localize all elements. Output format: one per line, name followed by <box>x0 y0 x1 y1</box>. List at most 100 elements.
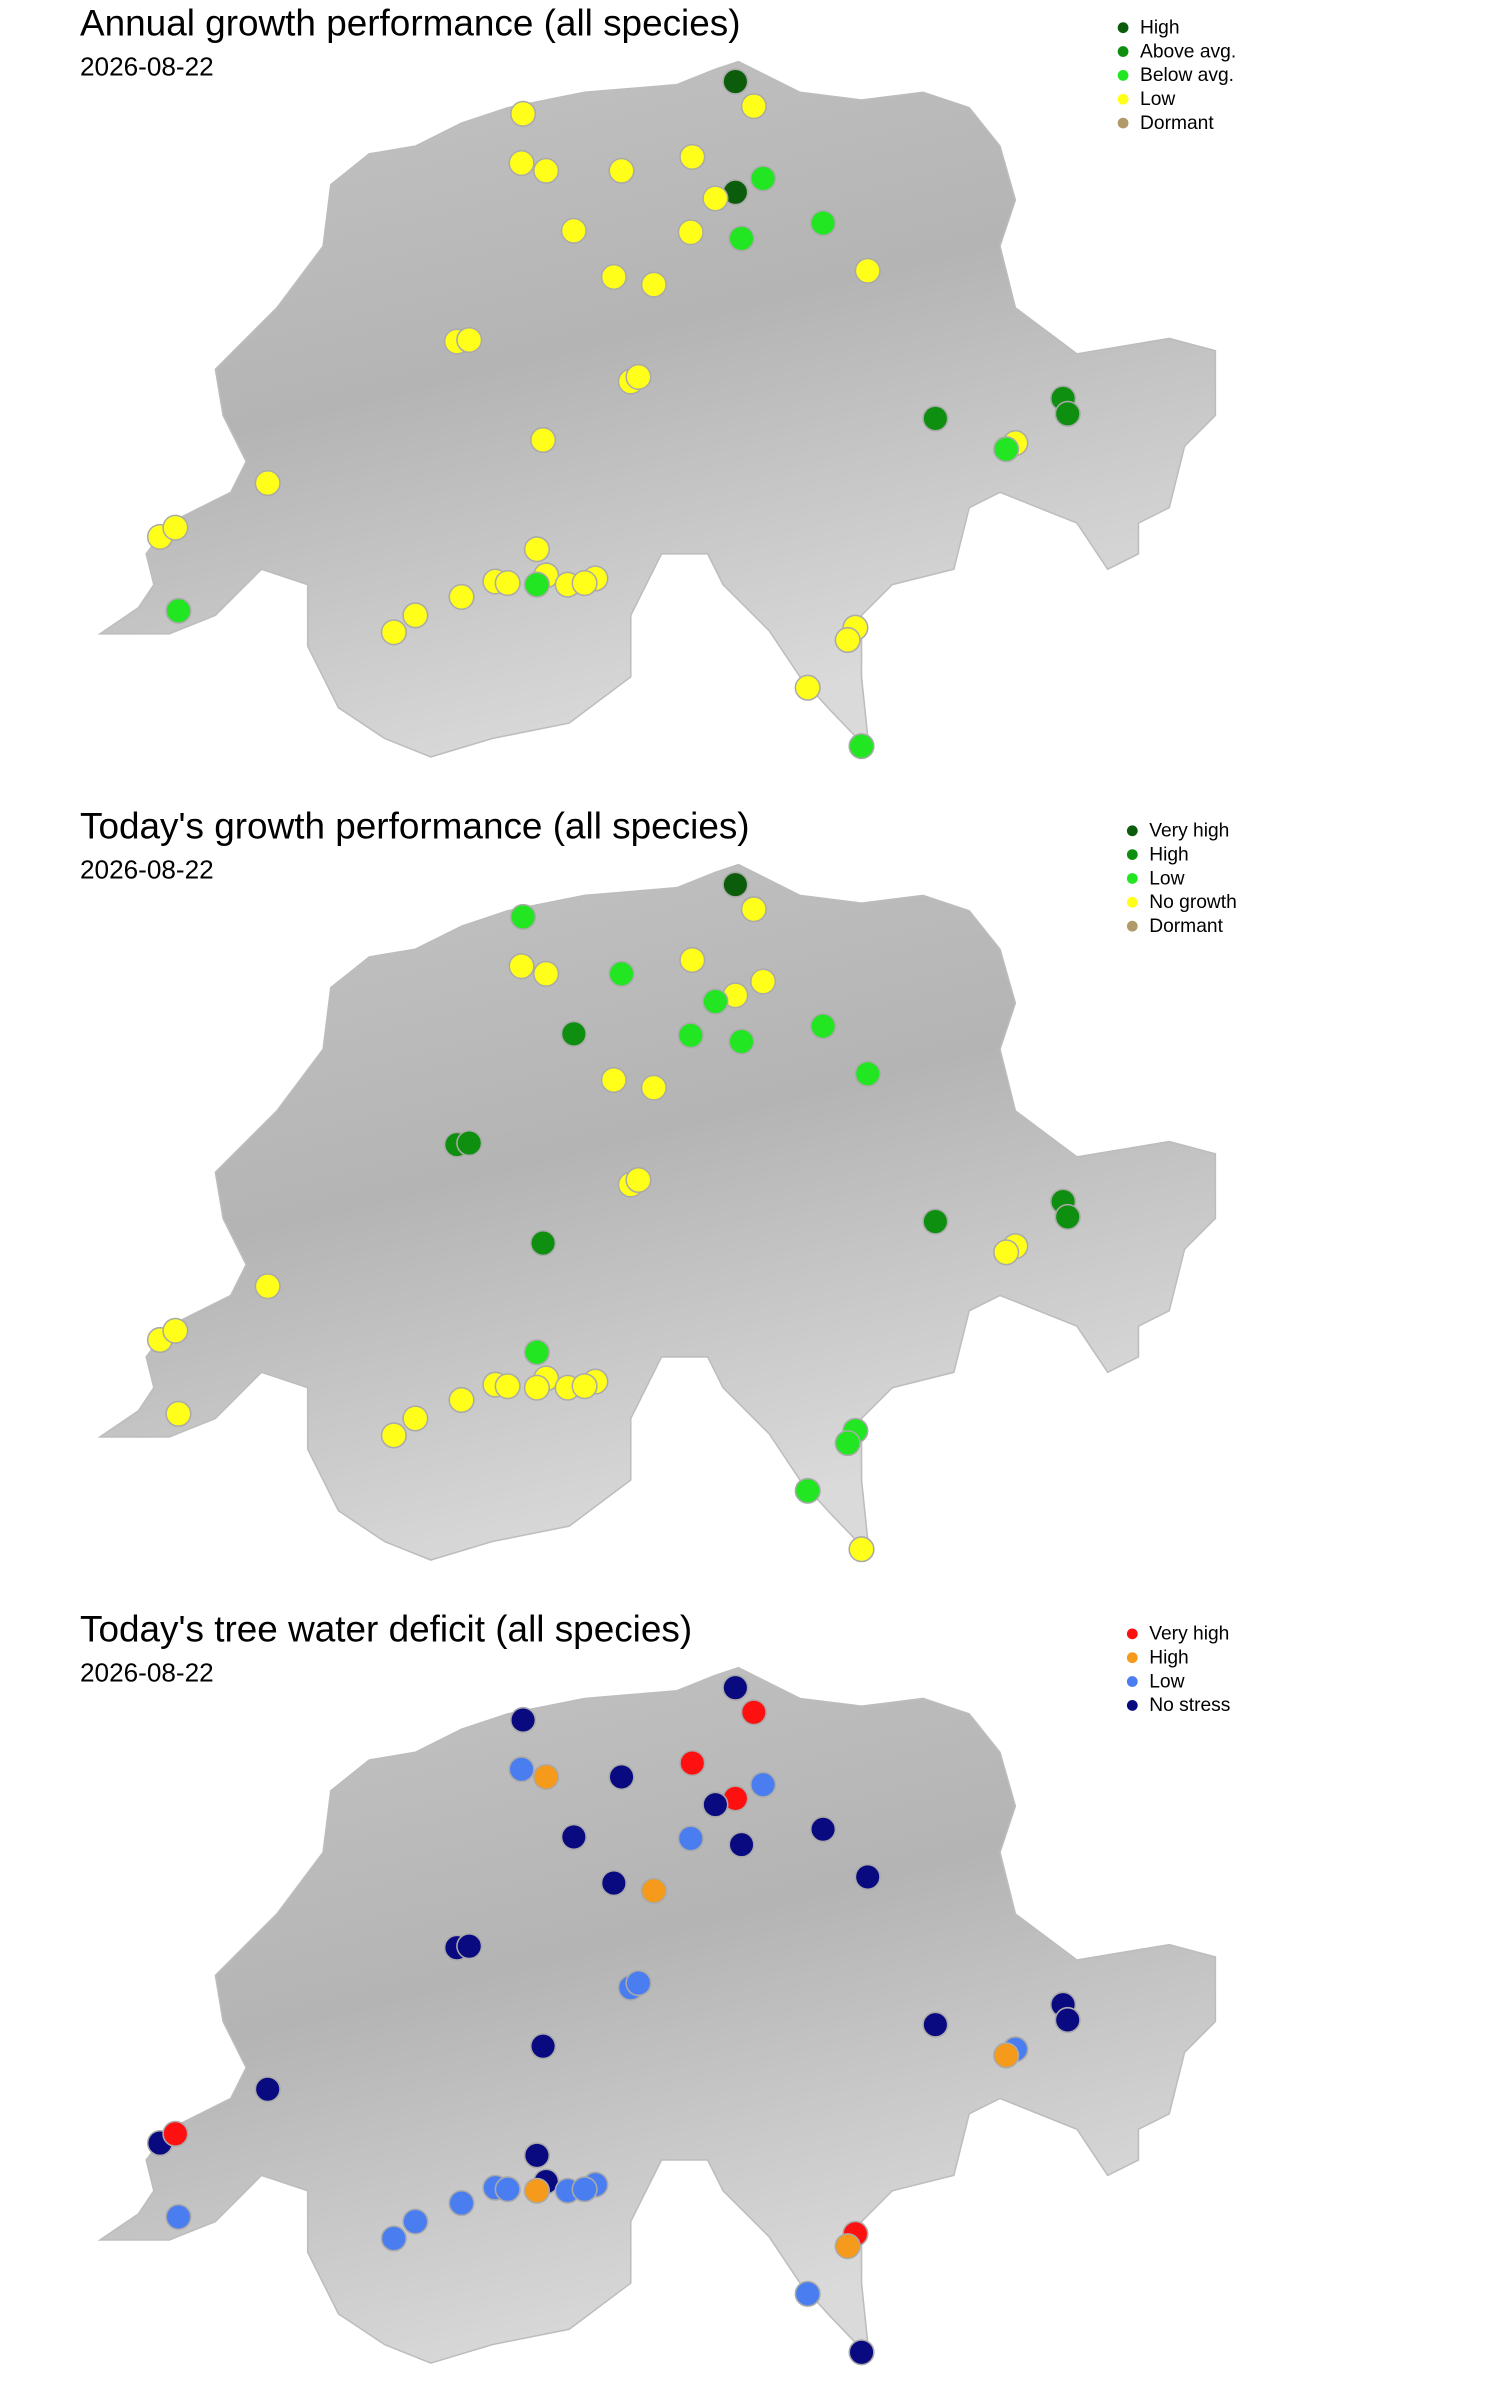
station-point <box>750 165 777 192</box>
legend-label: Dormant <box>1140 113 1214 134</box>
station-point <box>165 1400 192 1427</box>
station-point <box>510 100 537 127</box>
station-point <box>993 1239 1020 1266</box>
legend-label: Dormant <box>1149 916 1223 937</box>
station-point <box>679 946 706 974</box>
country-shape <box>99 1666 1217 2364</box>
station-point <box>702 185 729 212</box>
station-point <box>702 988 729 1015</box>
station-point <box>848 2339 875 2366</box>
station-point <box>740 896 767 923</box>
legend-label: Very high <box>1149 1624 1229 1645</box>
station-point <box>494 2176 521 2203</box>
station-point <box>810 1013 837 1040</box>
station-point <box>523 2142 550 2169</box>
station-point <box>560 1020 587 1047</box>
station-point <box>571 1373 598 1400</box>
country-shape <box>99 60 1217 758</box>
station-point <box>508 953 535 980</box>
map-panel: Today's tree water deficit (all species)… <box>80 1609 1230 2366</box>
station-point <box>162 2120 189 2147</box>
station-point <box>608 960 635 987</box>
station-point <box>608 157 635 184</box>
station-point <box>254 2076 281 2103</box>
legend-label: Very high <box>1149 821 1229 842</box>
station-point <box>702 1791 729 1818</box>
legend-dot <box>1126 920 1138 932</box>
legend-dot <box>1117 22 1129 34</box>
station-point <box>510 903 537 930</box>
legend-label: No growth <box>1149 892 1237 913</box>
legend-dot <box>1117 117 1129 129</box>
station-point <box>834 2233 861 2260</box>
station-point <box>523 1374 550 1401</box>
station-point <box>494 570 521 597</box>
station-point <box>679 1750 706 1777</box>
station-point <box>834 1430 861 1457</box>
station-point <box>677 219 704 246</box>
legend-label: No stress <box>1149 1695 1230 1716</box>
station-point <box>523 1339 550 1366</box>
station-point <box>640 1074 667 1101</box>
station-point <box>677 1825 704 1852</box>
legend-dot <box>1126 1628 1138 1640</box>
station-point <box>810 1816 837 1843</box>
map-panel: Annual growth performance (all species) 2… <box>80 2 1236 760</box>
legend-label: Low <box>1149 868 1184 889</box>
legend-label: High <box>1149 844 1189 865</box>
station-point <box>848 1536 875 1563</box>
map-title: Today's growth performance (all species) <box>80 805 750 846</box>
station-point <box>571 570 598 597</box>
station-point <box>922 405 949 432</box>
station-point <box>510 1706 537 1734</box>
station-point <box>600 263 627 291</box>
station-point <box>722 68 749 95</box>
legend-dot <box>1117 70 1129 81</box>
legend-dot <box>1126 1676 1138 1687</box>
station-point <box>834 626 861 654</box>
station-point <box>530 2033 557 2060</box>
station-point <box>608 1763 635 1790</box>
station-point <box>922 2011 949 2038</box>
station-point <box>750 1771 777 1798</box>
station-point <box>740 1699 767 1726</box>
station-point <box>854 257 881 284</box>
station-point <box>380 619 407 646</box>
station-point <box>380 2225 407 2252</box>
station-point <box>494 1373 521 1400</box>
station-point <box>750 968 777 995</box>
station-point <box>523 2177 550 2204</box>
station-point <box>1054 400 1081 427</box>
station-point <box>722 871 749 898</box>
station-point <box>448 1386 475 1414</box>
station-point <box>625 363 652 391</box>
map-date: 2026-08-22 <box>80 1658 214 1688</box>
station-point <box>848 733 875 760</box>
station-point <box>456 1933 483 1960</box>
station-point <box>380 1422 407 1449</box>
station-point <box>677 1022 704 1049</box>
station-point <box>794 2280 821 2307</box>
station-point <box>993 2042 1020 2069</box>
legend-label: High <box>1149 1648 1189 1669</box>
station-point <box>523 571 550 598</box>
map-title: Annual growth performance (all species) <box>80 2 741 43</box>
legend-label: High <box>1140 18 1180 39</box>
legend-dot <box>1126 1700 1138 1711</box>
station-point <box>728 225 755 252</box>
station-point <box>165 597 192 624</box>
station-point <box>162 514 189 541</box>
station-point <box>530 426 557 454</box>
station-point <box>571 2176 598 2203</box>
station-point <box>508 150 535 177</box>
station-point <box>794 674 821 701</box>
station-point <box>854 1060 881 1087</box>
station-point <box>448 2190 475 2217</box>
map-title: Today's tree water deficit (all species) <box>80 1609 692 1650</box>
station-point <box>1054 1203 1081 1230</box>
map-date: 2026-08-22 <box>80 854 214 884</box>
legend-dot <box>1126 849 1138 860</box>
station-point <box>679 143 706 170</box>
station-point <box>560 217 587 244</box>
station-point <box>854 1863 881 1890</box>
